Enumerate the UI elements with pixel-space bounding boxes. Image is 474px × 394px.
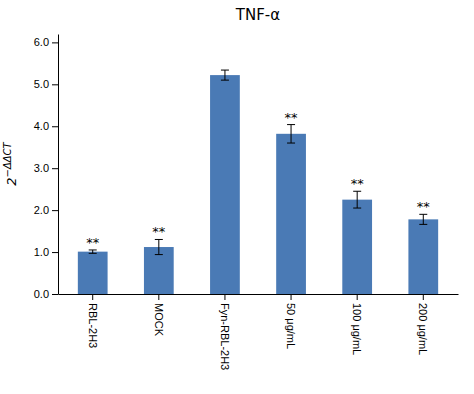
x-tick: 50 μg/mL	[285, 294, 297, 349]
x-tick-mark	[224, 294, 225, 300]
significance-label: **	[285, 110, 299, 125]
error-bar	[287, 125, 295, 143]
plot-area: RBL-2H3 MOCK Fyn-RBL-2H3 50 μg/mL 100 μg/mL 2…	[34, 35, 459, 371]
error-bar-stem	[158, 239, 159, 254]
error-bar-stem	[291, 125, 292, 143]
y-tick-mark	[52, 252, 58, 253]
y-tick-label: 0.0	[34, 288, 49, 300]
x-tick-mark	[291, 294, 292, 300]
significance-label: **	[152, 224, 166, 239]
error-bar-stem	[224, 70, 225, 80]
error-bar-cap	[419, 224, 427, 225]
y-tick: 5.0	[34, 78, 58, 90]
error-bar-stem	[423, 214, 424, 224]
y-axis: 0.0 1.0 2.0 3.0 4.0 5.0 6.0	[34, 35, 59, 301]
y-tick-mark	[52, 42, 58, 43]
error-bar-cap	[287, 143, 295, 144]
y-tick-mark	[52, 210, 58, 211]
annotations: ** ** ** ** **	[86, 110, 430, 250]
error-bar-cap	[221, 70, 229, 71]
significance-label: **	[417, 199, 431, 214]
x-tick-mark	[92, 294, 93, 300]
error-bar	[353, 191, 361, 208]
error-bar-cap	[221, 80, 229, 81]
error-bar	[221, 70, 229, 80]
marks	[78, 70, 438, 294]
x-axis-line	[59, 294, 459, 295]
bar	[276, 134, 306, 294]
bar	[78, 252, 108, 294]
x-tick: 100 μg/mL	[351, 294, 363, 355]
bar	[210, 75, 240, 294]
y-tick-label: 5.0	[34, 78, 49, 90]
x-tick-label: Fyn-RBL-2H3	[219, 303, 231, 370]
error-bar-cap	[155, 254, 163, 255]
x-tick: MOCK	[153, 294, 165, 337]
x-tick-label: MOCK	[153, 303, 165, 337]
y-tick-mark	[52, 126, 58, 127]
y-tick-mark	[52, 294, 58, 295]
error-bar-stem	[92, 250, 93, 253]
y-tick: 0.0	[34, 288, 58, 300]
y-axis-line	[58, 35, 59, 295]
error-bar	[155, 239, 163, 254]
y-tick: 1.0	[34, 246, 58, 258]
x-tick: Fyn-RBL-2H3	[219, 294, 231, 370]
x-tick-label: 200 μg/mL	[417, 303, 429, 355]
title: TNF-α	[235, 6, 280, 24]
x-tick-label: 100 μg/mL	[351, 303, 363, 355]
y-tick-label: 6.0	[34, 36, 49, 48]
x-tick: RBL-2H3	[87, 294, 99, 348]
chart: RBL-2H3 MOCK Fyn-RBL-2H3 50 μg/mL 100 μg/mL 2…	[0, 0, 474, 394]
x-tick-mark	[158, 294, 159, 300]
y-tick-label: 2.0	[34, 204, 49, 216]
x-tick: 200 μg/mL	[417, 294, 429, 355]
error-bar-cap	[353, 208, 361, 209]
bar	[342, 200, 372, 294]
y-axis-title: 2−ΔΔCT	[2, 141, 19, 185]
y-tick-label: 1.0	[34, 246, 49, 258]
y-tick: 3.0	[34, 162, 58, 174]
y-tick-label: 4.0	[34, 120, 49, 132]
error-bar-cap	[89, 253, 97, 254]
x-axis: RBL-2H3 MOCK Fyn-RBL-2H3 50 μg/mL 100 μg/mL 2…	[59, 294, 459, 370]
y-tick: 2.0	[34, 204, 58, 216]
bar	[408, 219, 438, 294]
x-tick-label: RBL-2H3	[87, 303, 99, 348]
error-bar-stem	[357, 191, 358, 208]
y-tick-label: 3.0	[34, 162, 49, 174]
x-tick-mark	[423, 294, 424, 300]
y-tick: 4.0	[34, 120, 58, 132]
y-tick-mark	[52, 84, 58, 85]
x-tick-mark	[357, 294, 358, 300]
significance-label: **	[86, 235, 100, 250]
y-tick-mark	[52, 168, 58, 169]
x-tick-label: 50 μg/mL	[285, 303, 297, 349]
y-tick: 6.0	[34, 36, 58, 48]
error-bar	[89, 250, 97, 253]
error-bar	[419, 214, 427, 224]
significance-label: **	[351, 176, 365, 191]
